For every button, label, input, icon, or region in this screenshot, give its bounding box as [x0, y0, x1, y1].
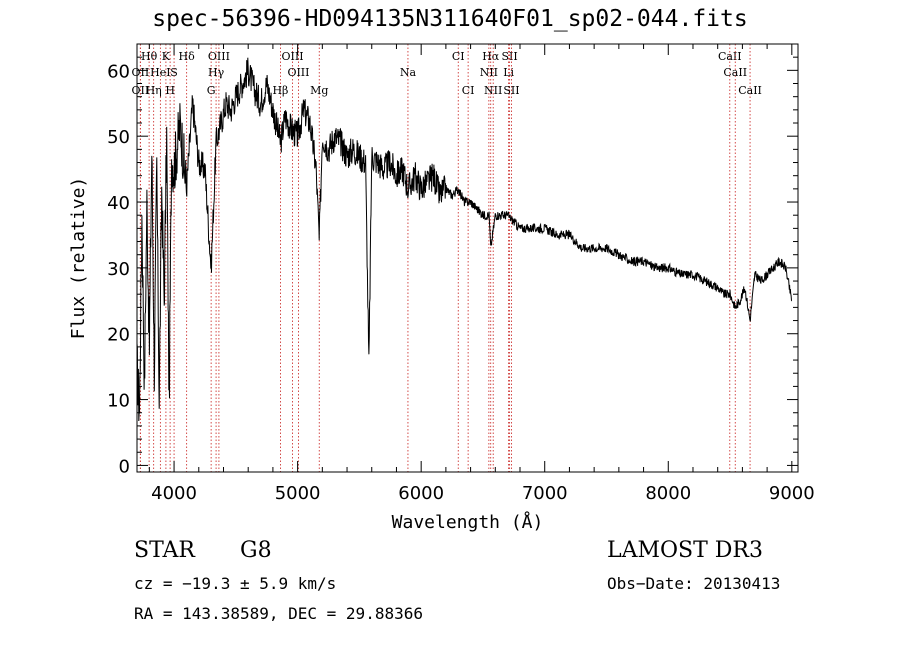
spectral-line-label: S	[170, 66, 178, 79]
spectral-line-label: Hβ	[272, 84, 288, 97]
spectral-line-label: CI	[462, 84, 475, 97]
spectral-line-label: SII	[503, 84, 519, 97]
x-tick-label: 8000	[645, 483, 691, 504]
object-subclass: G8	[240, 538, 272, 563]
spectral-line-label: OIII	[287, 66, 309, 79]
spectral-line-label: NII	[480, 66, 498, 79]
spectral-line-label: Hθ	[141, 50, 158, 63]
x-tick-label: 5000	[275, 483, 321, 504]
spectral-line-label: HeI	[150, 66, 170, 79]
redshift-label: cz = −19.3 ± 5.9 km/s	[134, 574, 337, 593]
chart-title: spec-56396-HD094135N311640F01_sp02-044.f…	[152, 6, 748, 32]
spectral-line-label: NII	[484, 84, 502, 97]
spectral-line-label: Hγ	[208, 66, 225, 79]
y-tick-label: 50	[107, 127, 130, 148]
spectral-line-label: Mg	[310, 84, 328, 97]
y-axis-label: Flux (relative)	[68, 177, 89, 340]
y-tick-label: 20	[107, 325, 130, 346]
spectral-line-label: Na	[400, 66, 417, 79]
spectrum-line	[136, 57, 792, 422]
spectral-line-label: OIII	[282, 50, 304, 63]
spectral-line-label: CI	[452, 50, 465, 63]
spectral-line-label: Li	[503, 66, 514, 79]
spectral-line-label: Hη	[146, 84, 162, 97]
y-tick-label: 30	[107, 259, 130, 280]
obs-date-label: Obs−Date: 20130413	[607, 574, 781, 593]
spectral-line-label: CaII	[718, 50, 742, 63]
plot-frame	[136, 43, 799, 473]
y-tick-label: 60	[107, 61, 130, 82]
spectral-line-label: Hα	[482, 50, 500, 63]
spectral-line-label: Hδ	[179, 50, 196, 63]
survey-label: LAMOST DR3	[607, 538, 763, 563]
spectral-line-label: SII	[502, 50, 518, 63]
radec-label: RA = 143.38589, DEC = 29.88366	[134, 604, 423, 623]
y-tick-label: 10	[107, 391, 130, 412]
x-axis-label: Wavelength (Å)	[392, 511, 544, 533]
object-class: STAR	[134, 538, 195, 563]
x-tick-label: 4000	[151, 483, 197, 504]
spectral-line-label: G	[207, 84, 216, 97]
x-tick-label: 7000	[522, 483, 568, 504]
spectral-line-label: K	[162, 50, 171, 63]
y-tick-label: 40	[107, 193, 130, 214]
y-tick-label: 0	[119, 456, 130, 477]
spectral-line-label: CaII	[738, 84, 762, 97]
spectral-line-label: H	[165, 84, 175, 97]
spectral-line-label: CaII	[723, 66, 747, 79]
x-tick-label: 9000	[769, 483, 815, 504]
spectral-line-label: OIII	[208, 50, 230, 63]
spectral-line-label: OII	[131, 84, 149, 97]
x-tick-label: 6000	[398, 483, 444, 504]
